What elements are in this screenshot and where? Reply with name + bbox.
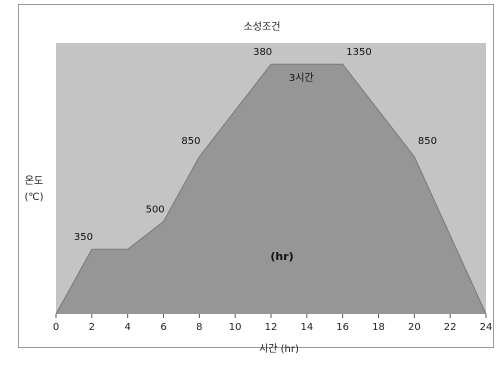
x-tick-label: 2 (89, 322, 95, 333)
x-tick-label: 4 (124, 322, 130, 333)
chart-title: 소성조건 (244, 21, 281, 33)
y-axis-label-line2: (℃) (24, 192, 43, 203)
x-axis-ticks: 0 2 4 6 8 10 12 14 16 18 20 22 24 (53, 314, 493, 333)
center-label: (hr) (270, 250, 293, 263)
annotation-label: 350 (74, 232, 93, 243)
annotations: 350 500 850 380 1350 3시간 850 (74, 47, 437, 243)
x-tick-label: 22 (444, 322, 457, 333)
annotation-label: 380 (253, 47, 272, 58)
x-tick-label: 6 (160, 322, 166, 333)
temperature-line (55, 63, 487, 315)
annotation-label: 1350 (346, 47, 371, 58)
annotation-label: 3시간 (289, 72, 314, 84)
annotation-label: 850 (181, 136, 200, 147)
y-axis-label-line1: 온도 (25, 175, 43, 187)
x-tick-label: 0 (53, 322, 59, 333)
x-tick-label: 10 (229, 322, 242, 333)
annotation-label: 500 (146, 204, 165, 215)
temperature-area (56, 64, 486, 314)
chart-frame (18, 4, 494, 348)
x-tick-label: 24 (480, 322, 493, 333)
x-tick-label: 8 (196, 322, 202, 333)
annotation-label: 850 (418, 136, 437, 147)
x-tick-label: 16 (336, 322, 349, 333)
x-tick-label: 20 (408, 322, 421, 333)
x-tick-label: 18 (372, 322, 385, 333)
x-tick-label: 14 (300, 322, 313, 333)
x-tick-label: 12 (265, 322, 278, 333)
x-axis-label: 시간 (hr) (259, 343, 299, 355)
